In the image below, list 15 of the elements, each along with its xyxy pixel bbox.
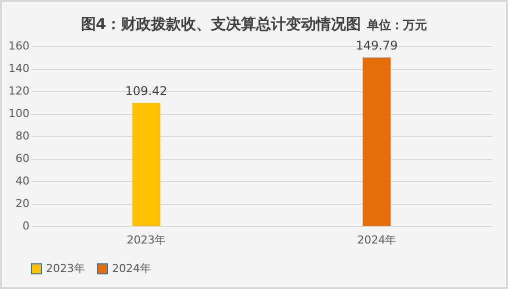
y-tick-label: 0 bbox=[22, 220, 30, 232]
chart-subtitle: 单位：万元 bbox=[367, 18, 428, 32]
legend-label: 2023年 bbox=[46, 262, 85, 275]
y-tick-label: 20 bbox=[16, 197, 30, 210]
data-label: 149.79 bbox=[356, 38, 398, 52]
y-tick-label: 120 bbox=[8, 84, 30, 98]
legend-label: 2024年 bbox=[112, 262, 151, 275]
chart-title: 图4：财政拨款收、支决算总计变动情况图 bbox=[80, 15, 362, 33]
y-tick-label: 140 bbox=[8, 62, 30, 75]
y-tick-label: 160 bbox=[8, 40, 30, 52]
y-tick-label: 60 bbox=[16, 152, 30, 165]
y-tick-label: 100 bbox=[8, 107, 30, 120]
y-tick-label: 80 bbox=[16, 130, 30, 142]
data-label: 109.42 bbox=[125, 84, 168, 98]
y-tick-label: 40 bbox=[16, 174, 30, 188]
